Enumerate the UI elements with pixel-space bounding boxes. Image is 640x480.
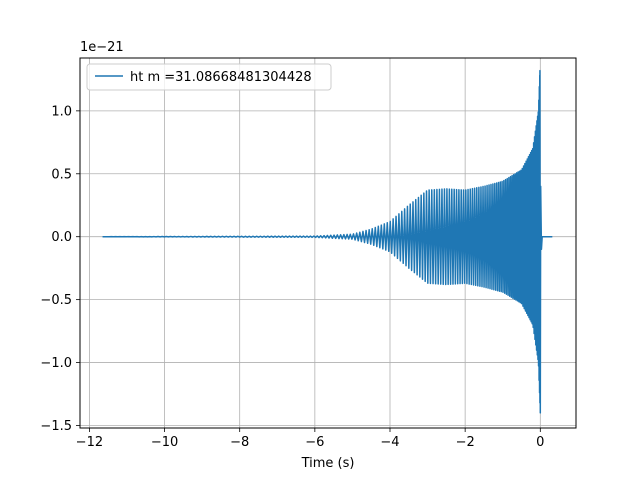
x-tick-label: −8 bbox=[230, 435, 249, 450]
y-ticks: −1.5 −1.0 −0.5 0.0 0.5 1.0 bbox=[40, 104, 80, 434]
x-tick-label: −6 bbox=[305, 435, 324, 450]
x-axis-label: Time (s) bbox=[301, 456, 355, 471]
plot-frame bbox=[79, 57, 577, 429]
x-tick-label: −12 bbox=[76, 435, 103, 450]
x-ticks: −12 −10 −8 −6 −4 −2 0 bbox=[76, 428, 544, 450]
x-tick-label: −2 bbox=[456, 435, 475, 450]
y-tick-label: −1.5 bbox=[40, 419, 72, 434]
y-offset-label: 1e−21 bbox=[80, 40, 124, 55]
y-tick-label: −0.5 bbox=[40, 293, 72, 308]
y-tick-label: 1.0 bbox=[51, 104, 72, 119]
legend-box bbox=[86, 63, 332, 91]
x-tick-label: −4 bbox=[380, 435, 399, 450]
x-tick-label: −10 bbox=[151, 435, 178, 450]
series-layer bbox=[102, 69, 553, 414]
x-tick-label: 0 bbox=[536, 435, 544, 450]
y-tick-label: −1.0 bbox=[40, 356, 72, 371]
y-tick-label: 0.5 bbox=[51, 167, 72, 182]
legend-label: ht m =31.08668481304428 bbox=[130, 70, 312, 85]
y-tick-label: 0.0 bbox=[51, 230, 72, 245]
legend: ht m =31.08668481304428 bbox=[86, 63, 332, 91]
series-line bbox=[102, 69, 553, 414]
